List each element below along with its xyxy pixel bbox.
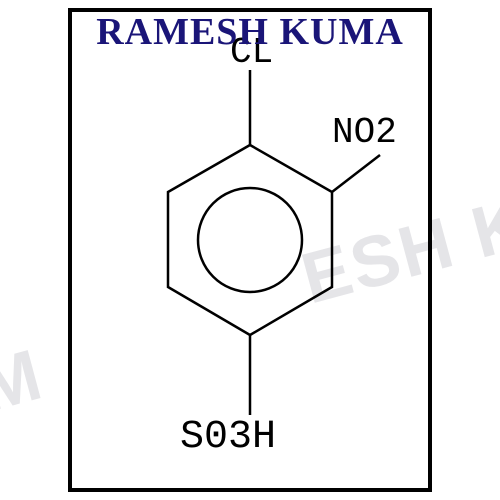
header-title: RAMESH KUMA	[96, 10, 404, 54]
benzene-hexagon	[168, 145, 332, 335]
label-so3h: S03H	[180, 415, 276, 460]
chemical-structure: CL NO2 S03H	[80, 50, 420, 470]
label-no2: NO2	[332, 112, 397, 153]
aromatic-circle	[198, 188, 302, 292]
bond-no2	[332, 155, 380, 192]
watermark-2: M	[0, 333, 52, 428]
